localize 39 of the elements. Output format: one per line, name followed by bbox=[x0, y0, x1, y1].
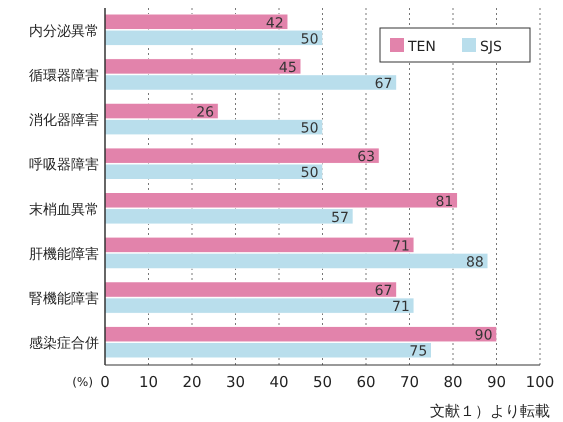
data-label: 67 bbox=[374, 283, 392, 300]
y-tick-label: 感染症合併 bbox=[29, 336, 99, 352]
data-label: 90 bbox=[474, 328, 492, 344]
data-label: 71 bbox=[392, 299, 410, 316]
data-label: 63 bbox=[357, 149, 376, 166]
data-label: 88 bbox=[466, 254, 484, 270]
x-axis-title: (%) bbox=[72, 375, 93, 389]
x-tick-label: 10 bbox=[138, 373, 158, 391]
data-label: 57 bbox=[331, 210, 349, 226]
legend-label: SJS bbox=[480, 39, 502, 55]
x-tick-label: 100 bbox=[526, 373, 554, 391]
x-tick-label: 70 bbox=[400, 373, 420, 391]
y-tick-label: 末梢血異常 bbox=[29, 202, 99, 218]
y-tick-label: 循環器障害 bbox=[29, 68, 99, 84]
y-tick-label: 消化器障害 bbox=[29, 112, 99, 129]
data-label: 45 bbox=[278, 60, 297, 76]
data-label: 71 bbox=[392, 238, 410, 254]
legend-label: TEN bbox=[407, 39, 436, 55]
x-tick-label: 80 bbox=[443, 373, 463, 391]
data-label: 42 bbox=[266, 15, 284, 32]
data-label: 50 bbox=[300, 165, 318, 182]
x-tick-label: 30 bbox=[226, 373, 246, 391]
x-tick-label: 40 bbox=[269, 373, 289, 391]
y-tick-label: 腎機能障害 bbox=[29, 291, 99, 308]
text: 文献１）より転載 bbox=[430, 402, 550, 420]
y-tick-label: 肝機能障害 bbox=[29, 246, 99, 262]
data-label: 75 bbox=[409, 344, 428, 360]
x-tick-label: 0 bbox=[100, 373, 110, 391]
y-tick-label: 呼吸器障害 bbox=[29, 157, 99, 174]
data-label: 26 bbox=[196, 104, 214, 121]
data-label: 81 bbox=[436, 194, 454, 210]
data-label: 50 bbox=[300, 31, 318, 48]
x-tick-label: 90 bbox=[486, 373, 506, 391]
x-tick-label: 60 bbox=[356, 373, 376, 391]
y-tick-label: 内分泌異常 bbox=[29, 23, 99, 40]
data-label: 67 bbox=[374, 76, 392, 92]
data-label: 50 bbox=[300, 120, 318, 137]
x-tick-label: 50 bbox=[312, 373, 332, 391]
x-tick-label: 20 bbox=[182, 373, 202, 391]
